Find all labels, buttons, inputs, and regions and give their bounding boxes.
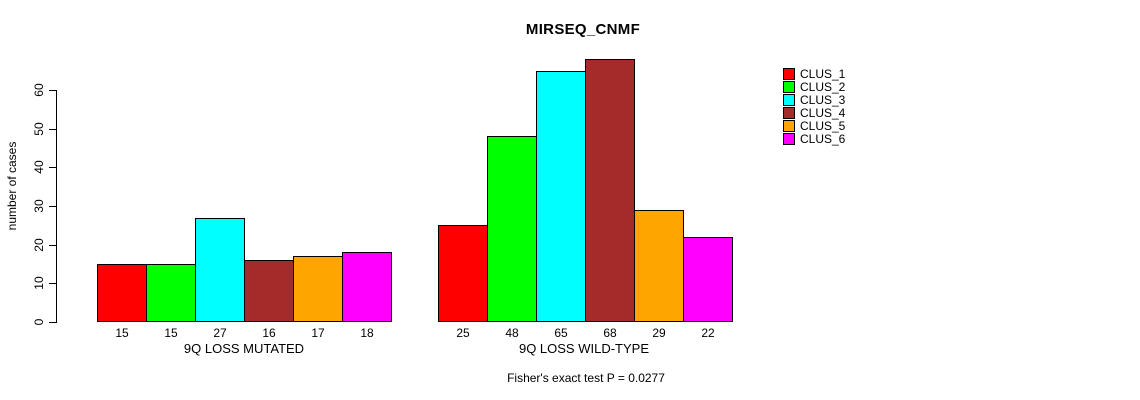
y-axis-tick — [49, 283, 56, 284]
y-axis-label: number of cases — [5, 141, 19, 231]
bar-value-label: 65 — [554, 326, 568, 340]
y-axis-tick — [49, 322, 56, 323]
bar-clus_1-group2 — [438, 225, 488, 322]
legend-swatch-clus_3 — [783, 94, 795, 106]
legend-label-clus_2: CLUS_2 — [800, 80, 846, 94]
bar-value-label: 15 — [115, 326, 129, 340]
bar-value-label: 16 — [262, 326, 276, 340]
y-axis-tick — [49, 90, 56, 91]
fisher-test-annotation: Fisher's exact test P = 0.0277 — [507, 371, 665, 385]
bar-clus_3-group1 — [195, 218, 245, 322]
legend-label-clus_4: CLUS_4 — [800, 106, 846, 120]
bar-value-label: 68 — [603, 326, 617, 340]
legend-label-clus_1: CLUS_1 — [800, 67, 846, 81]
legend-label-clus_5: CLUS_5 — [800, 119, 846, 133]
bar-clus_4-group2 — [585, 59, 635, 322]
y-axis-tick-label: 10 — [32, 276, 46, 290]
bar-clus_6-group2 — [683, 237, 733, 322]
y-axis-tick-label: 50 — [32, 122, 46, 136]
bar-value-label: 25 — [456, 326, 470, 340]
x-group-label-wildtype: 9Q LOSS WILD-TYPE — [518, 341, 650, 356]
bar-value-label: 15 — [164, 326, 178, 340]
legend-label-clus_3: CLUS_3 — [800, 93, 846, 107]
legend-swatch-clus_1 — [783, 68, 795, 80]
y-axis-tick-label: 0 — [32, 318, 46, 326]
bar-value-label: 29 — [652, 326, 666, 340]
y-axis-tick-label: 40 — [32, 160, 46, 174]
legend-swatch-clus_6 — [783, 133, 795, 145]
y-axis-tick — [49, 245, 56, 246]
y-axis-line — [56, 90, 57, 323]
y-axis-tick — [49, 167, 56, 168]
bar-value-label: 27 — [213, 326, 227, 340]
legend-label-clus_6: CLUS_6 — [800, 132, 846, 146]
bar-value-label: 18 — [360, 326, 374, 340]
bar-clus_1-group1 — [97, 264, 147, 322]
legend-swatch-clus_4 — [783, 107, 795, 119]
legend-swatch-clus_5 — [783, 120, 795, 132]
bar-clus_5-group2 — [634, 210, 684, 322]
y-axis-tick — [49, 129, 56, 130]
legend-swatch-clus_2 — [783, 81, 795, 93]
bar-value-label: 22 — [701, 326, 715, 340]
bar-value-label: 48 — [505, 326, 519, 340]
y-axis-tick-label: 20 — [32, 238, 46, 252]
bar-clus_2-group2 — [487, 136, 537, 322]
bar-clus_3-group2 — [536, 71, 586, 322]
chart-title: MIRSEQ_CNMF — [525, 21, 641, 38]
y-axis-tick — [49, 206, 56, 207]
bar-clus_5-group1 — [293, 256, 343, 322]
y-axis-tick-label: 60 — [32, 83, 46, 97]
x-group-label-mutated: 9Q LOSS MUTATED — [183, 341, 305, 356]
bar-clus_4-group1 — [244, 260, 294, 322]
bar-value-label: 17 — [311, 326, 325, 340]
bar-clus_6-group1 — [342, 252, 392, 322]
bar-clus_2-group1 — [146, 264, 196, 322]
y-axis-tick-label: 30 — [32, 199, 46, 213]
